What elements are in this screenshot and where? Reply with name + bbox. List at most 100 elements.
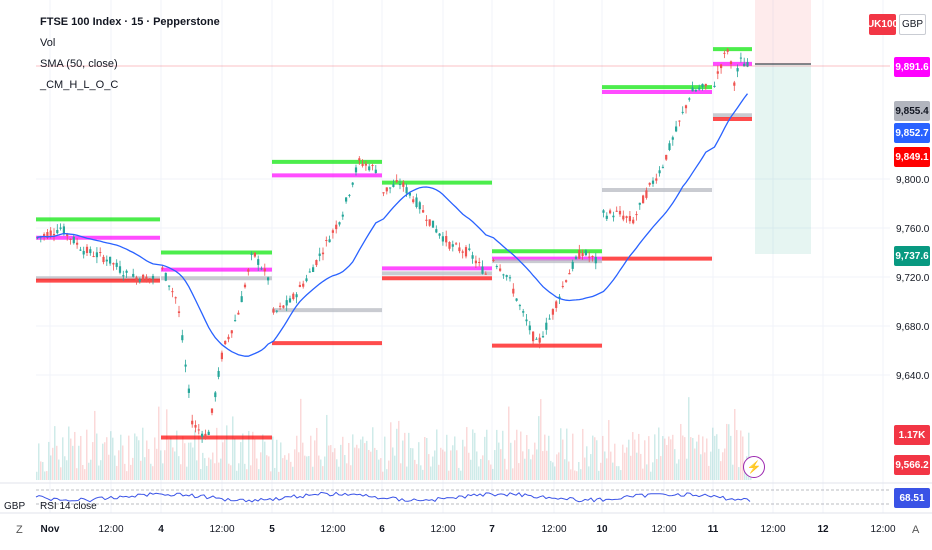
volume-bar [366, 440, 368, 480]
candle-body [214, 392, 217, 398]
candle-body [525, 319, 528, 322]
volume-bar [448, 470, 450, 480]
rsi-pane[interactable] [0, 482, 932, 505]
volume-bar [418, 442, 420, 480]
volume-bar [240, 442, 242, 480]
candle-body [240, 296, 243, 303]
candle-body [551, 309, 554, 315]
candle-body [237, 312, 240, 315]
volume-bar [152, 466, 154, 480]
volume-bar [120, 434, 122, 480]
volume-bar [156, 448, 158, 480]
volume-bar [62, 437, 64, 480]
volume-bar [522, 451, 524, 480]
volume-bar [370, 451, 372, 480]
volume-bar [510, 442, 512, 480]
candle-body [541, 336, 545, 338]
candle-body [187, 388, 190, 393]
lightning-icon[interactable]: ⚡ [743, 456, 765, 478]
volume-bar [528, 449, 530, 480]
volume-bar [230, 465, 232, 480]
volume-bar [322, 466, 324, 480]
candle-body [207, 431, 210, 435]
volume-bars [36, 397, 752, 480]
volume-bar [480, 458, 482, 480]
volume-bar [554, 466, 556, 480]
volume-bar [116, 465, 118, 480]
volume-bar [88, 462, 90, 480]
timezone-button[interactable]: Z [16, 524, 23, 536]
volume-bar [168, 439, 170, 480]
volume-bar [266, 455, 268, 480]
volume-bar [740, 430, 742, 480]
volume-bar [660, 456, 662, 480]
volume-bar [350, 465, 352, 480]
volume-bar [624, 452, 626, 480]
candle-body [285, 300, 288, 306]
candle-body [665, 154, 668, 160]
time-tick-label: 12:00 [430, 524, 455, 535]
volume-bar [426, 437, 428, 480]
volume-bar [466, 427, 468, 480]
volume-bar [558, 452, 560, 480]
candle-body [295, 294, 298, 298]
candle-body [532, 331, 535, 342]
volume-bar [488, 460, 490, 480]
candle-body [279, 305, 282, 307]
volume-bar [598, 470, 600, 480]
candle-body [594, 256, 597, 264]
time-tick-label: 12:00 [209, 524, 234, 535]
long-position-loss-zone[interactable] [755, 0, 811, 64]
volume-bar [362, 436, 364, 480]
hloc-indicator-label[interactable]: _CM_H_L_O_C [40, 79, 119, 91]
candle-body [502, 274, 505, 276]
candle-body [298, 284, 301, 287]
volume-bar [486, 429, 488, 480]
sma-indicator-label[interactable]: SMA (50, close) [40, 58, 118, 70]
rsi-indicator-label[interactable]: RSI 14 close [40, 501, 97, 512]
volume-bar [86, 429, 88, 480]
candle-body [548, 318, 551, 320]
volume-bar [710, 451, 712, 480]
volume-bar [242, 433, 244, 480]
volume-bar [676, 463, 678, 480]
volume-bar [704, 452, 706, 480]
candle-body [109, 256, 112, 264]
volume-bar [442, 449, 444, 480]
candle-body [312, 267, 315, 273]
volume-bar [252, 431, 254, 480]
volume-bar [206, 465, 208, 480]
volume-bar [58, 459, 60, 480]
price-tick-label: 9,720.0 [896, 273, 930, 284]
time-tick-label: 12:00 [541, 524, 566, 535]
volume-bar [564, 459, 566, 480]
volume-bar [172, 447, 174, 480]
candle-body [171, 291, 174, 293]
currency-badge[interactable]: GBP [899, 14, 926, 35]
volume-bar [234, 438, 236, 480]
volume-bar [552, 462, 554, 480]
volume-bar [734, 408, 736, 480]
volume-bar [258, 469, 260, 480]
volume-bar [672, 434, 674, 480]
price-axis[interactable]: 9,800.0 9,760.0 9,720.0 9,680.0 9,640.0 [896, 175, 930, 382]
time-tick-label: 7 [489, 524, 495, 535]
volume-bar [512, 468, 514, 480]
candle-body [142, 274, 145, 282]
long-position-profit-zone[interactable] [755, 64, 811, 254]
candle-body [92, 256, 95, 258]
candle-body [658, 170, 661, 174]
time-axis[interactable]: Nov 12:00 4 12:00 5 12:00 6 12:00 7 12:00 10 12:00 1… [41, 524, 896, 535]
candle-body [224, 340, 227, 345]
candle-body [217, 370, 220, 377]
volume-indicator-label[interactable]: Vol [40, 37, 56, 49]
volume-bar [368, 449, 370, 480]
volume-bar [264, 441, 266, 480]
symbol-title[interactable]: FTSE 100 Index · 15 · Pepperstone [40, 16, 220, 28]
rsi-currency-label: GBP [4, 501, 26, 512]
symbol-badge[interactable]: UK100 [867, 14, 898, 35]
time-tick-label: 4 [158, 524, 164, 535]
volume-bar [536, 449, 538, 480]
auto-scale-button[interactable]: A [912, 524, 920, 536]
